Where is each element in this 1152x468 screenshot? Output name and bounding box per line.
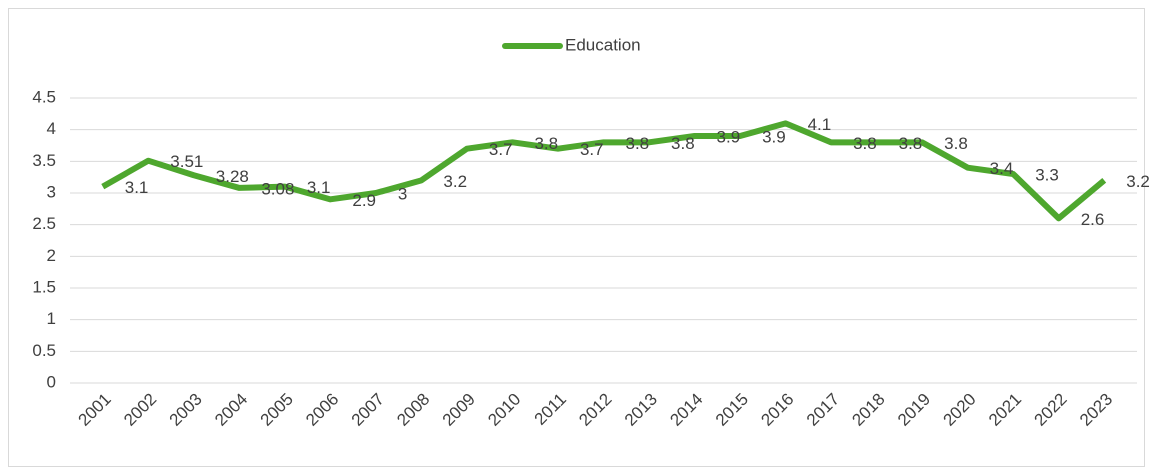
data-label: 3.2 bbox=[1126, 172, 1150, 191]
y-tick-label: 3 bbox=[47, 182, 56, 201]
data-line bbox=[101, 120, 1107, 222]
y-tick-label: 1.5 bbox=[32, 277, 56, 296]
data-label: 3.7 bbox=[489, 140, 513, 159]
legend-label: Education bbox=[565, 35, 641, 54]
y-tick-label: 0.5 bbox=[32, 341, 56, 360]
y-tick-label: 3.5 bbox=[32, 151, 56, 170]
y-tick-label: 2.5 bbox=[32, 214, 56, 233]
y-tick-label: 1 bbox=[47, 309, 56, 328]
data-label: 3 bbox=[398, 184, 407, 203]
data-label: 3.8 bbox=[626, 134, 650, 153]
data-label: 3.7 bbox=[580, 140, 604, 159]
data-label: 3.4 bbox=[990, 159, 1014, 178]
data-label: 2.6 bbox=[1081, 210, 1105, 229]
data-label: 3.8 bbox=[534, 134, 558, 153]
data-label: 3.8 bbox=[671, 134, 695, 153]
y-tick-label: 2 bbox=[47, 246, 56, 265]
data-label: 3.08 bbox=[261, 179, 294, 198]
data-label: 3.8 bbox=[853, 134, 877, 153]
data-label: 3.8 bbox=[944, 134, 968, 153]
data-label: 4.1 bbox=[808, 115, 832, 134]
data-label: 3.9 bbox=[717, 127, 741, 146]
data-label: 3.3 bbox=[1035, 165, 1059, 184]
data-label: 3.51 bbox=[170, 152, 203, 171]
data-label: 3.28 bbox=[216, 167, 249, 186]
data-label: 3.8 bbox=[899, 134, 923, 153]
data-label: 3.1 bbox=[125, 178, 149, 197]
y-tick-label: 4.5 bbox=[32, 87, 56, 106]
data-label: 3.2 bbox=[443, 172, 467, 191]
chart-frame bbox=[8, 8, 1145, 467]
y-tick-label: 4 bbox=[47, 119, 56, 138]
data-label: 3.1 bbox=[307, 178, 331, 197]
data-label: 2.9 bbox=[352, 191, 376, 210]
y-tick-label: 0 bbox=[47, 372, 56, 391]
data-label: 3.9 bbox=[762, 127, 786, 146]
